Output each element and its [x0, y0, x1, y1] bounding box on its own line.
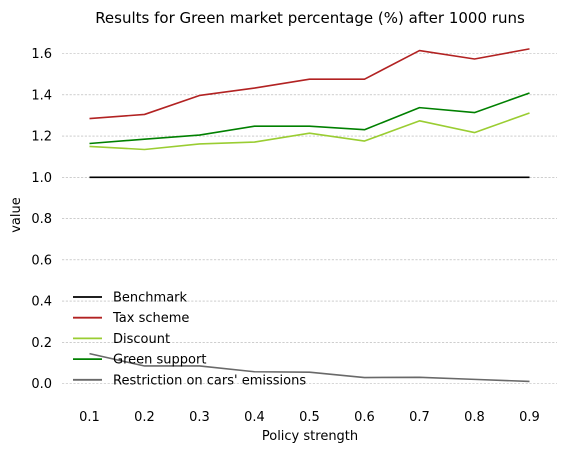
series-lines	[89, 48, 530, 383]
chart-title: Results for Green market percentage (%) …	[95, 9, 525, 27]
legend-label-benchmark: Benchmark	[113, 291, 188, 306]
legend: Benchmark Tax scheme Discount Green support…	[73, 291, 306, 388]
x-tick-label: 0.7	[409, 410, 430, 425]
x-tick-label: 0.2	[134, 410, 155, 425]
grid-lines	[62, 53, 557, 384]
x-tick-label: 0.6	[354, 410, 375, 425]
x-tick-label: 0.1	[79, 410, 100, 425]
x-tick-label: 0.4	[244, 410, 265, 425]
y-tick-label: 0.6	[31, 253, 52, 268]
legend-label-discount: Discount	[113, 332, 170, 347]
series-line-restriction-on-cars-emissions	[89, 352, 530, 383]
legend-label-restriction-on-cars-emissions: Restriction on cars' emissions	[113, 373, 306, 388]
series-line-green-support	[89, 92, 530, 145]
series-line-tax-scheme	[89, 48, 530, 120]
y-axis-label: value	[9, 197, 24, 233]
x-tick-label: 0.9	[519, 410, 540, 425]
legend-label-green-support: Green support	[113, 353, 206, 368]
y-tick-labels: 0.0 0.2 0.4 0.6 0.8 1.0 1.2 1.4 1.6	[31, 47, 52, 392]
x-tick-label: 0.3	[189, 410, 210, 425]
legend-label-tax-scheme: Tax scheme	[112, 311, 189, 326]
y-tick-label: 1.6	[31, 47, 52, 62]
x-tick-label: 0.8	[464, 410, 485, 425]
y-tick-label: 0.8	[31, 212, 52, 227]
x-tick-label: 0.5	[299, 410, 320, 425]
y-tick-label: 0.4	[31, 295, 52, 310]
y-tick-label: 1.2	[31, 130, 52, 145]
y-tick-label: 1.4	[31, 88, 52, 103]
y-tick-label: 0.2	[31, 336, 52, 351]
x-tick-labels: 0.1 0.2 0.3 0.4 0.5 0.6 0.7 0.8 0.9	[79, 410, 540, 425]
y-tick-label: 0.0	[31, 377, 52, 392]
y-tick-label: 1.0	[31, 171, 52, 186]
x-axis-label: Policy strength	[262, 429, 358, 444]
series-line-discount	[89, 112, 530, 151]
